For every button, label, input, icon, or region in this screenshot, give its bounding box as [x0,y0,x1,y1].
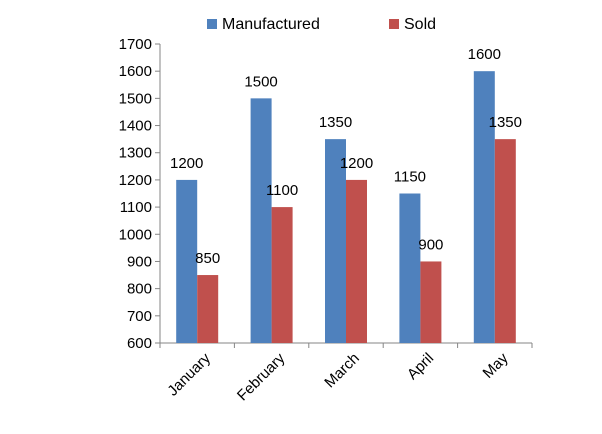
x-tick-label: April [404,350,437,383]
y-tick-label: 900 [127,253,152,270]
y-axis: 600 700 800 900 1000 1100 1200 1300 1400 1500 1600… [119,36,161,352]
bar-manufactured [176,179,198,343]
y-tick-label: 1100 [120,199,152,216]
legend-label: Sold [404,16,436,33]
bar-manufactured [473,71,495,343]
x-tick-label: February [234,349,289,404]
y-tick-label: 1000 [119,226,152,243]
y-tick-label: 1400 [119,118,152,135]
data-label: 1350 [489,114,522,131]
bar-sold [271,207,293,343]
y-tick-label: 700 [127,308,152,325]
bar-manufactured [250,98,272,343]
data-label: 850 [195,250,220,267]
data-label: 1350 [319,114,352,131]
y-tick-label: 600 [127,335,152,352]
data-label: 1200 [170,155,203,172]
x-tick-label: May [480,349,512,381]
bar-sold [494,139,516,343]
x-tick-label: January [164,349,214,399]
x-tick-label: March [321,350,362,391]
bar-manufactured [325,139,346,343]
bars [176,71,516,343]
legend-label: Manufactured [222,16,320,33]
y-tick-label: 1200 [119,172,152,189]
data-label: 900 [418,236,443,253]
bar-sold [197,275,219,343]
legend: Manufactured Sold [207,16,436,33]
legend-swatch [207,19,217,29]
data-labels: 1200 1500 1350 1150 1600 850 1100 1200 900 1350 [170,46,522,267]
y-tick-label: 1700 [119,36,152,53]
y-tick-label: 800 [127,281,152,298]
legend-swatch [389,19,399,29]
bar-sold [420,261,442,343]
y-tick-label: 1600 [119,63,152,80]
x-axis: January February March April May [159,342,533,404]
bar-sold [346,179,367,343]
y-tick-label: 1500 [119,90,152,107]
data-label: 1600 [468,46,501,63]
data-label: 1500 [244,73,277,90]
data-label: 1100 [266,182,298,199]
data-label: 1150 [394,169,426,186]
data-label: 1200 [340,155,373,172]
y-tick-label: 1300 [119,145,152,162]
bar-manufactured [399,193,421,343]
